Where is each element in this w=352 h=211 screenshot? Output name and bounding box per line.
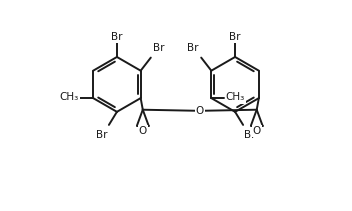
Text: O: O [253,126,261,137]
Text: Br: Br [244,130,256,140]
Text: O: O [196,106,204,116]
Text: Br: Br [187,43,199,53]
Text: CH₃: CH₃ [59,92,79,103]
Text: CH₃: CH₃ [226,92,245,103]
Text: Br: Br [153,43,165,53]
Text: Br: Br [230,32,241,42]
Text: Br: Br [96,130,108,140]
Text: O: O [139,126,147,137]
Text: Br: Br [111,32,122,42]
